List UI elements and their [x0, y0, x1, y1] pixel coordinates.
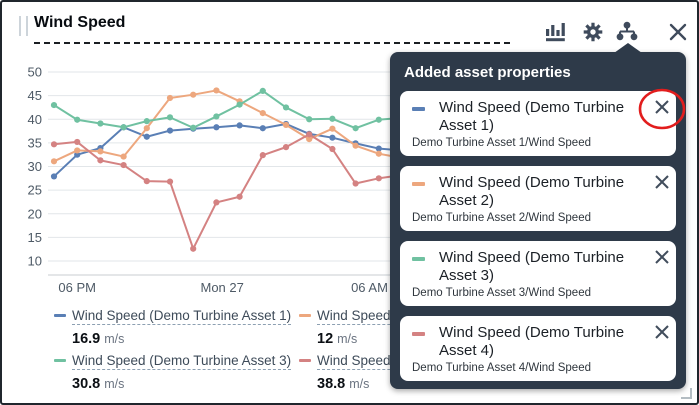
asset-property-path: Demo Turbine Asset 4/Wind Speed: [412, 362, 591, 374]
legend-label[interactable]: Wind Speed (Demo Turbine Asset 1): [72, 308, 292, 325]
asset-property-card-4[interactable]: Wind Speed (Demo Turbine Asset 4) Demo T…: [400, 316, 676, 381]
legend-item-asset-1: Wind Speed (Demo Turbine Asset 1) 16.9 m/…: [54, 307, 292, 347]
svg-text:10: 10: [28, 254, 42, 269]
legend-value: 16.9 m/s: [72, 331, 125, 347]
legend-value: 30.8 m/s: [72, 376, 125, 392]
svg-text:50: 50: [28, 65, 42, 80]
asset-property-card-2[interactable]: Wind Speed (Demo Turbine Asset 2) Demo T…: [400, 166, 676, 231]
title-underline: [34, 42, 510, 44]
asset-property-label: Wind Speed (Demo Turbine Asset 4): [439, 324, 625, 359]
remove-property-icon[interactable]: [653, 173, 671, 191]
asset-property-path: Demo Turbine Asset 3/Wind Speed: [412, 287, 591, 299]
asset-hierarchy-icon[interactable]: [616, 21, 638, 43]
asset-property-label: Wind Speed (Demo Turbine Asset 1): [439, 99, 625, 134]
svg-text:Mon 27: Mon 27: [201, 280, 244, 295]
svg-text:20: 20: [28, 206, 42, 221]
resize-grip[interactable]: [681, 388, 692, 399]
asset-property-card-1[interactable]: Wind Speed (Demo Turbine Asset 1) Demo T…: [400, 91, 676, 156]
asset-property-path: Demo Turbine Asset 2/Wind Speed: [412, 212, 591, 224]
popover-title: Added asset properties: [404, 64, 571, 81]
svg-text:45: 45: [28, 88, 42, 103]
legend-dash: [54, 314, 66, 317]
remove-property-icon[interactable]: [653, 98, 671, 116]
series-color-dash: [412, 332, 425, 336]
svg-text:25: 25: [28, 183, 42, 198]
series-color-dash: [412, 257, 425, 261]
svg-text:15: 15: [28, 230, 42, 245]
series-color-dash: [412, 182, 425, 186]
svg-text:06 AM: 06 AM: [351, 280, 388, 295]
series-color-dash: [412, 107, 425, 111]
popover-caret: [614, 43, 642, 53]
remove-property-icon[interactable]: [653, 248, 671, 266]
settings-gear-icon[interactable]: [582, 21, 604, 43]
bar-chart-icon[interactable]: [545, 21, 567, 43]
legend-label[interactable]: Wind Speed (Demo Turbine Asset 3): [72, 353, 292, 370]
asset-property-path: Demo Turbine Asset 1/Wind Speed: [412, 137, 591, 149]
remove-property-icon[interactable]: [653, 323, 671, 341]
widget-title[interactable]: Wind Speed: [34, 14, 126, 31]
svg-text:40: 40: [28, 112, 42, 127]
asset-property-label: Wind Speed (Demo Turbine Asset 2): [439, 174, 625, 209]
legend-dash: [54, 359, 66, 362]
added-asset-properties-popover: Added asset properties Wind Speed (Demo …: [390, 52, 686, 389]
svg-text:06 PM: 06 PM: [58, 280, 96, 295]
legend-dash: [299, 359, 311, 362]
legend-item-asset-3: Wind Speed (Demo Turbine Asset 3) 30.8 m/…: [54, 352, 292, 392]
legend-dash: [299, 314, 311, 317]
close-icon[interactable]: [667, 21, 689, 43]
legend-value: 38.8 m/s: [317, 376, 370, 392]
legend-value: 12 m/s: [317, 331, 358, 347]
svg-text:30: 30: [28, 159, 42, 174]
asset-property-card-3[interactable]: Wind Speed (Demo Turbine Asset 3) Demo T…: [400, 241, 676, 306]
widget-drag-handle[interactable]: [19, 16, 28, 36]
asset-property-label: Wind Speed (Demo Turbine Asset 3): [439, 249, 625, 284]
svg-text:35: 35: [28, 135, 42, 150]
